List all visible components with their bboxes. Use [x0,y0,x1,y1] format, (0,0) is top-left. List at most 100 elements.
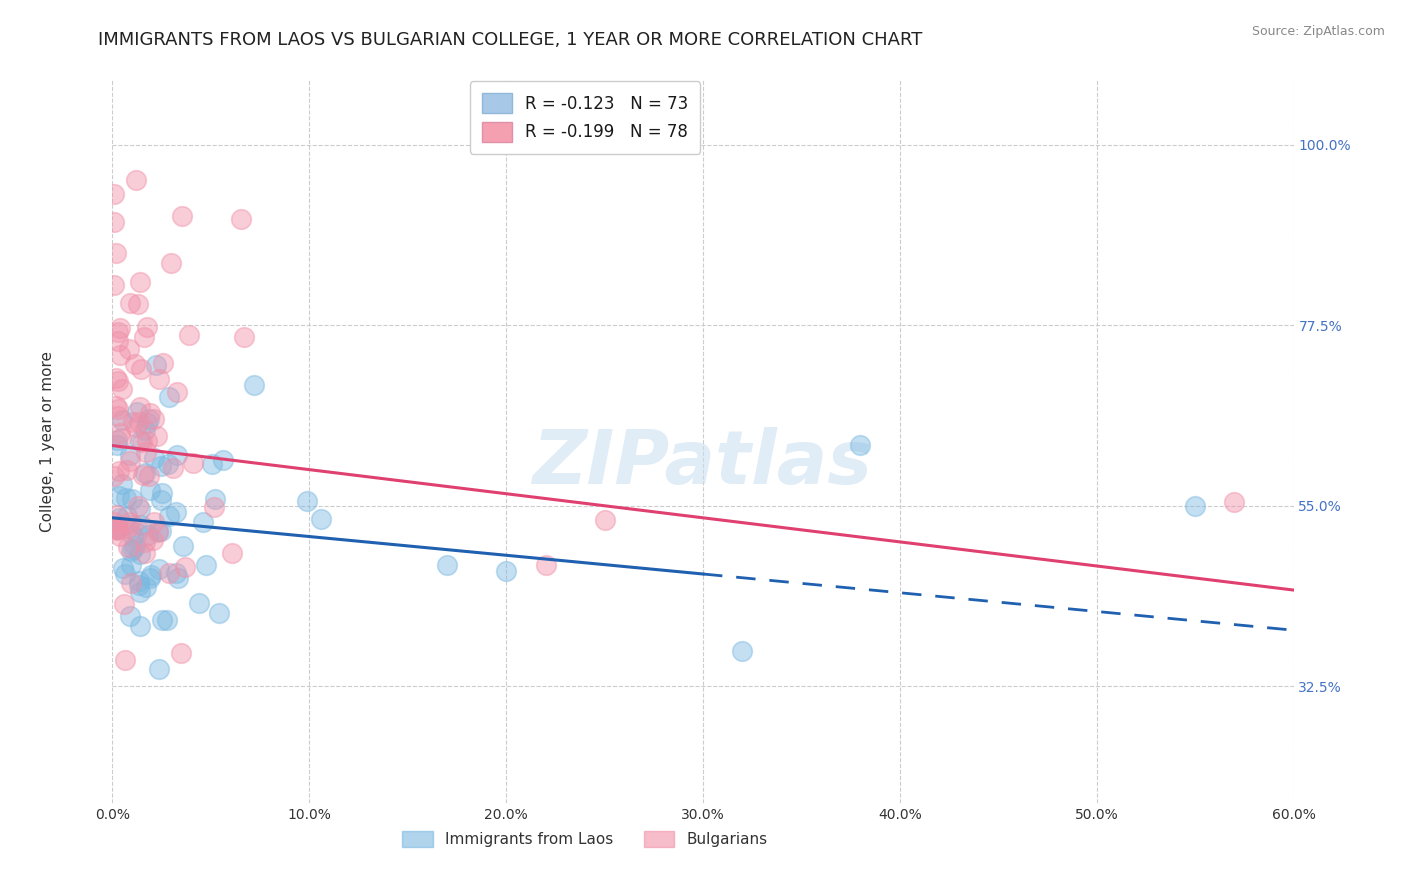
Point [134,467,156,481]
Point [143,450,166,465]
Point [103,515,125,529]
Point [121,491,143,506]
Point [107,325,129,339]
Point [295,493,318,508]
Point [107,402,129,417]
Point [495,565,517,579]
Point [127,297,149,311]
Point [172,539,194,553]
Point [121,518,143,533]
Point [129,518,152,533]
Point [160,256,183,270]
Point [118,343,141,357]
Point [128,415,150,429]
Point [200,457,222,471]
Point [150,493,173,508]
Point [132,468,155,483]
Point [134,423,156,437]
Point [128,434,150,448]
Point [202,500,225,515]
Point [107,409,129,423]
Point [105,523,128,537]
Point [107,334,129,348]
Point [107,511,129,525]
Point [1184,499,1206,513]
Point [157,390,180,404]
Point [129,619,152,633]
Point [120,575,142,590]
Point [128,577,150,591]
Point [104,246,127,260]
Point [110,425,132,440]
Point [849,438,872,452]
Point [136,320,159,334]
Point [309,511,332,525]
Point [111,476,134,491]
Point [108,348,131,362]
Point [181,456,204,470]
Point [105,522,128,536]
Point [534,558,557,572]
Point [117,520,139,534]
Point [134,330,156,344]
Text: Source: ZipAtlas.com: Source: ZipAtlas.com [1251,25,1385,38]
Point [105,520,128,534]
Point [593,513,616,527]
Point [142,411,165,425]
Point [208,606,231,620]
Point [128,574,150,588]
Point [128,585,150,599]
Point [139,572,162,586]
Point [114,566,136,581]
Point [145,359,167,373]
Point [112,560,135,574]
Point [104,399,127,413]
Point [152,356,174,370]
Point [139,406,162,420]
Point [148,372,170,386]
Point [146,524,169,539]
Text: IMMIGRANTS FROM LAOS VS BULGARIAN COLLEGE, 1 YEAR OR MORE CORRELATION CHART: IMMIGRANTS FROM LAOS VS BULGARIAN COLLEG… [98,31,922,49]
Point [108,528,131,542]
Text: College, 1 year or more: College, 1 year or more [39,351,55,532]
Point [145,428,167,442]
Point [148,662,170,676]
Point [112,598,135,612]
Point [149,459,172,474]
Point [105,434,128,448]
Point [135,581,157,595]
Point [125,525,148,540]
Point [122,541,145,556]
Point [162,460,184,475]
Point [120,544,142,558]
Point [165,566,187,581]
Point [146,524,169,539]
Point [142,533,165,548]
Point [107,489,129,503]
Point [156,613,179,627]
Point [104,522,127,536]
Point [143,515,166,529]
Point [134,546,156,560]
Point [136,434,159,449]
Point [139,483,162,497]
Point [157,509,180,524]
Point [118,515,141,529]
Point [124,173,146,187]
Point [170,209,193,223]
Point [167,571,190,585]
Point [148,562,170,576]
Point [111,413,134,427]
Point [243,377,266,392]
Point [127,499,149,513]
Point [150,613,173,627]
Point [135,445,157,459]
Point [131,434,153,449]
Point [157,566,180,580]
Point [103,277,125,292]
Point [194,558,217,572]
Point [166,385,188,400]
Point [138,468,160,483]
Point [115,462,138,476]
Point [166,448,188,462]
